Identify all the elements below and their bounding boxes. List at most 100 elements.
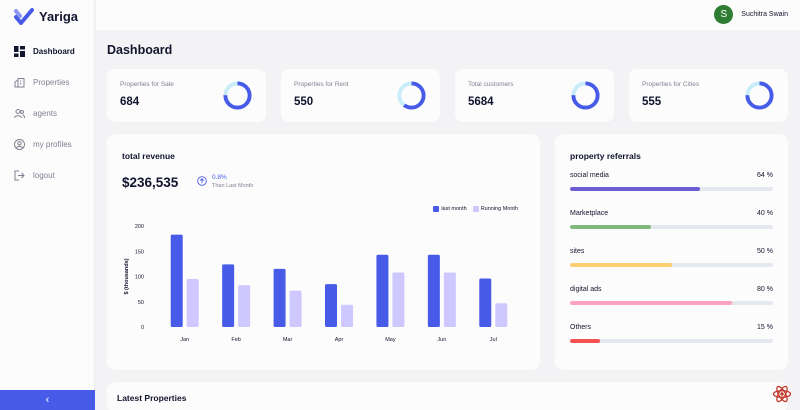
bar-last-month xyxy=(479,278,492,327)
chevron-left-icon: ‹ xyxy=(45,394,50,406)
referral-track xyxy=(570,301,773,305)
bar-last-month xyxy=(427,254,440,327)
bar-last-month xyxy=(325,284,337,327)
x-tick-label: Jul xyxy=(490,337,497,343)
y-tick-label: 100 xyxy=(135,275,144,281)
x-tick-label: Feb xyxy=(231,337,240,343)
sidebar-collapse-button[interactable]: ‹ xyxy=(0,390,95,410)
referral-progress-bar xyxy=(570,301,733,305)
bar-running-month xyxy=(238,285,251,327)
referral-social-media: social media 64 % xyxy=(570,172,773,191)
sidebar-item-label: Properties xyxy=(33,78,70,87)
referral-value: 15 % xyxy=(757,324,773,331)
latest-properties-panel: Latest Properties xyxy=(107,382,788,410)
logo[interactable]: Yariga xyxy=(14,5,78,27)
revenue-value: $236,535 xyxy=(122,175,179,190)
sidebar-item-label: my profiles xyxy=(33,140,72,149)
referrals-title: property referrals xyxy=(570,151,641,161)
bar-running-month xyxy=(443,272,456,327)
referral-label: social media xyxy=(570,172,609,179)
referral-progress-bar xyxy=(570,263,672,267)
ring-progress xyxy=(571,81,600,110)
bar-running-month xyxy=(341,304,353,327)
ring-progress xyxy=(745,81,774,110)
revenue-change-percent: 0.8% xyxy=(212,174,227,181)
referral-digital-ads: digital ads 80 % xyxy=(570,286,773,305)
stat-card-cities: Properties for Cities 555 xyxy=(629,69,788,122)
stat-value: 555 xyxy=(642,96,662,108)
referral-progress-bar xyxy=(570,187,700,191)
referral-others: Others 15 % xyxy=(570,324,773,343)
bar-last-month xyxy=(222,264,235,327)
react-logo-icon[interactable] xyxy=(772,384,792,404)
referral-progress-bar xyxy=(570,225,652,229)
stat-ring xyxy=(397,81,426,110)
people-icon xyxy=(14,108,25,119)
y-tick-label: 200 xyxy=(135,224,144,230)
sidebar-item-label: logout xyxy=(33,171,55,180)
revenue-change: 0.8% Than Last Month xyxy=(197,174,253,189)
referral-value: 40 % xyxy=(757,210,773,217)
stat-card-customers: Total customers 5684 xyxy=(455,69,614,122)
stat-label: Total customers xyxy=(468,81,514,88)
bar-last-month xyxy=(273,268,286,327)
building-icon xyxy=(14,77,25,88)
referral-progress-bar xyxy=(570,339,601,343)
referral-track xyxy=(570,339,773,343)
referral-label: Others xyxy=(570,324,592,331)
referral-value: 80 % xyxy=(757,286,773,293)
sidebar-item-properties[interactable]: Properties xyxy=(0,67,95,98)
latest-properties-title: Latest Properties xyxy=(117,393,187,403)
referral-value: 50 % xyxy=(757,248,773,255)
ring-progress xyxy=(397,81,426,110)
avatar[interactable]: S xyxy=(714,5,734,24)
referral-track xyxy=(570,187,773,191)
yariga-logo-icon xyxy=(14,8,34,25)
referral-marketplace: Marketplace 40 % xyxy=(570,210,773,229)
legend-item-running-month: Running Month xyxy=(472,206,518,212)
stat-value: 550 xyxy=(294,96,314,108)
stat-ring xyxy=(745,81,774,110)
referral-track xyxy=(570,263,773,267)
y-axis-label: $ (thousands) xyxy=(124,258,130,294)
bar-last-month xyxy=(376,254,389,327)
bar-running-month xyxy=(186,279,199,327)
stat-card-rent: Properties for Rent 550 xyxy=(281,69,440,122)
referral-label: sites xyxy=(570,248,585,255)
referral-label: Marketplace xyxy=(570,210,609,217)
legend-label: Running Month xyxy=(480,206,518,212)
user-name: Suchitra Swain xyxy=(741,11,788,18)
sidebar-item-label: Dashboard xyxy=(33,47,75,56)
user-menu[interactable]: S Suchitra Swain xyxy=(714,5,788,24)
bar-last-month xyxy=(170,234,183,327)
sidebar: Yariga Dashboard Properties agents xyxy=(0,0,95,410)
referral-track xyxy=(570,225,773,229)
revenue-bar-chart: 0 50 100 150 200 $ (thousands) Jan Feb Mar Apr May… xyxy=(124,224,508,343)
bar-running-month xyxy=(392,272,405,327)
stat-label: Properties for Rent xyxy=(294,81,349,88)
x-tick-label: Apr xyxy=(335,337,344,343)
sidebar-item-logout[interactable]: logout xyxy=(0,160,95,191)
logout-icon xyxy=(14,170,25,181)
sidebar-item-my-profiles[interactable]: my profiles xyxy=(0,129,95,160)
bar-running-month xyxy=(289,290,302,327)
sidebar-item-label: agents xyxy=(33,109,58,118)
stat-label: Properties for Sale xyxy=(120,81,174,88)
account-circle-icon xyxy=(14,139,25,150)
sidebar-item-dashboard[interactable]: Dashboard xyxy=(0,36,95,67)
stat-ring xyxy=(571,81,600,110)
top-header: S Suchitra Swain xyxy=(96,0,800,30)
y-tick-label: 150 xyxy=(135,249,144,255)
revenue-change-caption: Than Last Month xyxy=(212,183,254,189)
legend-label: last month xyxy=(441,206,467,212)
stat-value: 684 xyxy=(120,96,140,108)
stat-ring xyxy=(223,81,252,110)
legend-swatch xyxy=(472,206,479,212)
sidebar-item-agents[interactable]: agents xyxy=(0,98,95,129)
referrals-panel: property referrals social media 64 % Mark… xyxy=(555,134,788,370)
x-tick-label: Jun xyxy=(437,337,446,343)
stat-card-sale: Properties for Sale 684 xyxy=(107,69,266,122)
revenue-panel: total revenue $236,535 0.8% Than Last Mo… xyxy=(107,134,540,370)
app-name: Yariga xyxy=(39,8,79,24)
